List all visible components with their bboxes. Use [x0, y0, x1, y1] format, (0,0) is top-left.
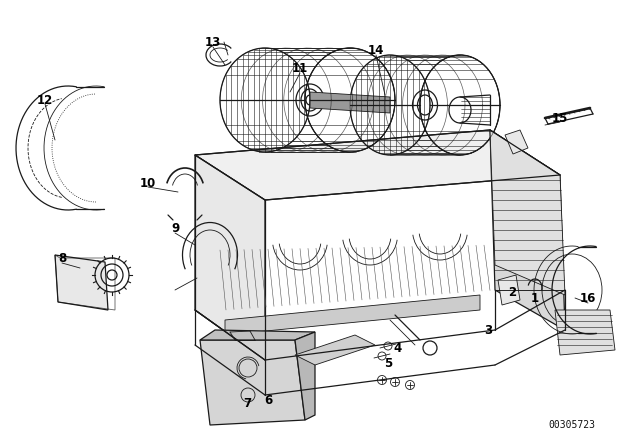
- Polygon shape: [310, 92, 390, 113]
- Text: 2: 2: [508, 285, 516, 298]
- Text: 16: 16: [580, 292, 596, 305]
- Text: 13: 13: [205, 35, 221, 48]
- Polygon shape: [505, 130, 528, 154]
- Polygon shape: [555, 310, 615, 355]
- Text: 5: 5: [384, 357, 392, 370]
- Polygon shape: [498, 275, 520, 305]
- Polygon shape: [490, 130, 565, 295]
- Text: 14: 14: [368, 43, 384, 56]
- Text: 4: 4: [394, 341, 402, 354]
- Polygon shape: [200, 340, 305, 425]
- Text: 1: 1: [531, 292, 539, 305]
- Text: 00305723: 00305723: [548, 420, 595, 430]
- Text: 7: 7: [243, 396, 251, 409]
- Text: 9: 9: [171, 221, 179, 234]
- Polygon shape: [490, 130, 565, 330]
- Text: 8: 8: [58, 251, 66, 264]
- Text: 10: 10: [140, 177, 156, 190]
- Polygon shape: [295, 332, 315, 420]
- Polygon shape: [195, 155, 265, 360]
- Polygon shape: [295, 335, 375, 365]
- Polygon shape: [225, 295, 480, 335]
- Text: 12: 12: [37, 94, 53, 107]
- Text: 3: 3: [484, 323, 492, 336]
- Text: 6: 6: [264, 393, 272, 406]
- Polygon shape: [200, 330, 315, 340]
- Text: 15: 15: [552, 112, 568, 125]
- Polygon shape: [195, 130, 560, 200]
- Polygon shape: [55, 255, 108, 310]
- Text: 11: 11: [292, 61, 308, 74]
